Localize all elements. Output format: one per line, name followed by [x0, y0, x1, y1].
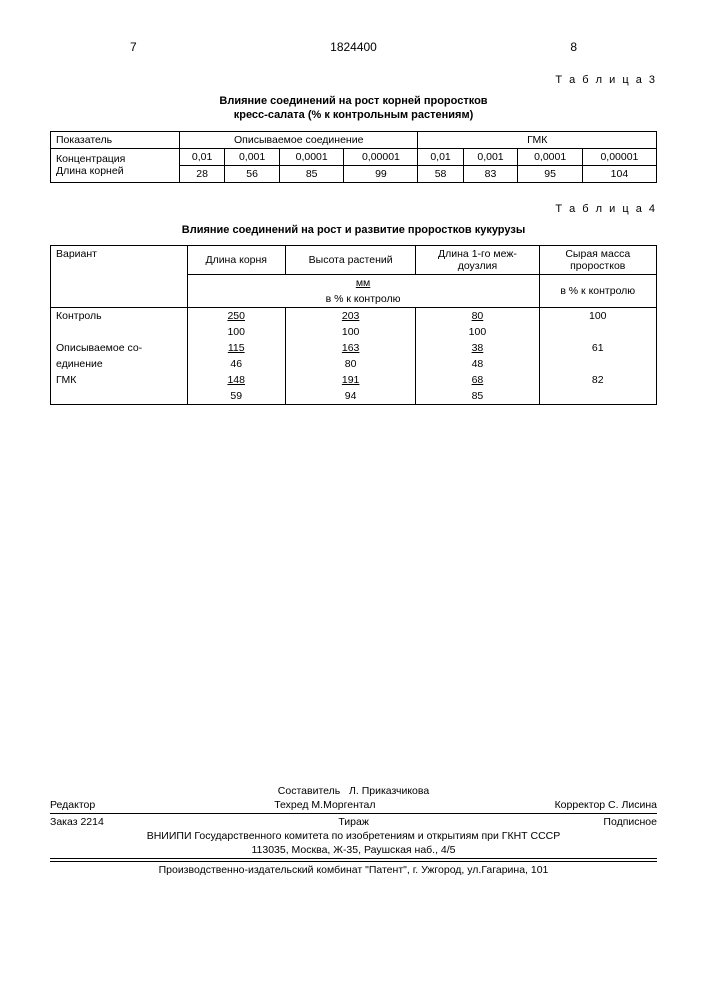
t3-indicator: Показатель — [51, 131, 180, 148]
table-row: Контроль — [51, 307, 188, 324]
table4: Вариант Длина корня Высота растений Длин… — [50, 245, 657, 405]
table-row — [51, 324, 188, 340]
page-header: 7 1824400 8 — [130, 40, 577, 54]
table4-caption: Влияние соединений на рост и развитие пр… — [50, 223, 657, 237]
t3-rowlabels: Концентрация Длина корней — [51, 148, 180, 182]
footer: Составитель Л. Приказчикова Редактор Тех… — [50, 785, 657, 876]
t3-group1: Описываемое соединение — [180, 131, 418, 148]
table3-label: Т а б л и ц а 3 — [50, 74, 657, 86]
doc-number: 1824400 — [330, 40, 377, 54]
page-left: 7 — [130, 40, 137, 54]
t4-variant: Вариант — [51, 245, 188, 307]
table-row: Описываемое со- — [51, 340, 188, 356]
table-row — [51, 388, 188, 405]
table4-label: Т а б л и ц а 4 — [50, 203, 657, 215]
table3-caption: Влияние соединений на рост корней пророс… — [50, 94, 657, 123]
page-right: 8 — [570, 40, 577, 54]
t3-group2: ГМК — [418, 131, 657, 148]
table-row: ГМК — [51, 372, 188, 388]
table-row: единение — [51, 356, 188, 372]
table3: Показатель Описываемое соединение ГМК Ко… — [50, 131, 657, 183]
